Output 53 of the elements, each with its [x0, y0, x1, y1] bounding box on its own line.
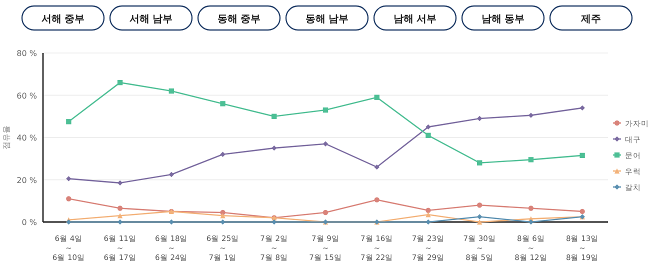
tab: 서해 중부: [21, 5, 105, 31]
point: [528, 206, 534, 211]
point: [476, 160, 482, 166]
point: [580, 105, 585, 111]
point: [426, 212, 431, 218]
point: [168, 172, 174, 178]
point: [580, 208, 585, 214]
point: [66, 119, 72, 124]
point: [374, 164, 380, 170]
point: [374, 197, 380, 202]
y-tick-label: 40 %: [16, 134, 38, 142]
point: [220, 152, 226, 157]
tab: 동해 중부: [197, 5, 281, 31]
point: [66, 219, 72, 225]
y-axis-title: 점유율: [2, 126, 11, 150]
point: [476, 202, 482, 208]
tab: 남해 서부: [373, 5, 457, 31]
point: [580, 152, 585, 158]
point: [272, 219, 277, 225]
point: [426, 132, 431, 138]
point: [476, 214, 482, 220]
point: [322, 141, 328, 146]
point: [220, 213, 226, 218]
point: [476, 116, 482, 122]
y-tick-label: 0 %: [22, 218, 38, 227]
tab: 남해 동부: [461, 5, 545, 31]
point: [322, 210, 328, 216]
point: [117, 180, 123, 186]
point: [117, 206, 123, 211]
point: [374, 94, 380, 100]
y-tick-label: 60 %: [16, 91, 38, 100]
point: [426, 219, 431, 225]
point: [66, 176, 72, 182]
point: [220, 219, 226, 225]
y-tick-label: 20 %: [16, 176, 38, 185]
point: [117, 213, 123, 218]
point: [476, 219, 482, 225]
point: [66, 196, 72, 202]
y-tick-label: 80 %: [16, 49, 38, 58]
point: [426, 124, 431, 130]
point: [528, 157, 534, 162]
point: [528, 112, 534, 118]
point: [220, 101, 226, 106]
point: [168, 88, 174, 94]
point: [426, 208, 431, 213]
point: [272, 114, 277, 119]
point: [528, 219, 534, 225]
tab: 서해 남부: [109, 5, 193, 31]
point: [322, 107, 328, 113]
point: [272, 145, 277, 151]
tab: 제주: [549, 5, 633, 31]
point: [117, 80, 123, 86]
tab: 동해 남부: [285, 5, 369, 31]
